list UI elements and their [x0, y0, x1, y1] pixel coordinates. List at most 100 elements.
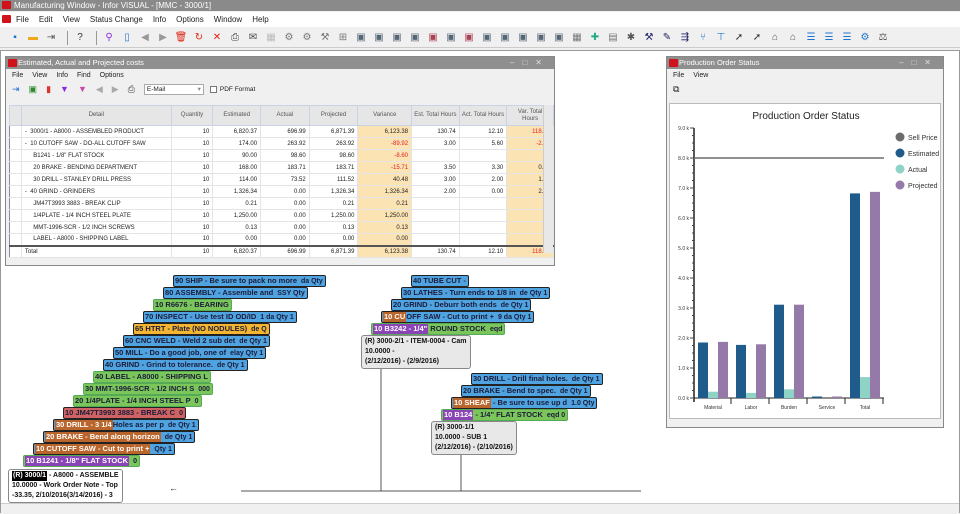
fork-icon[interactable]: ⑂: [700, 31, 706, 43]
view-clear-icon[interactable]: ▣: [464, 31, 474, 43]
operation-node[interactable]: 10 CUOFF SAW - Cut to print +9 da Qty 1: [381, 311, 535, 323]
row-header[interactable]: [9, 149, 22, 162]
grid-icon[interactable]: ▦: [572, 31, 582, 43]
row-header[interactable]: [9, 209, 22, 222]
operation-node[interactable]: 30 LATHES - Turn ends to 1/8 in de Qty 1: [401, 287, 551, 299]
status-menu-file[interactable]: File: [673, 71, 685, 79]
table-row[interactable]: 20 BRAKE - BENDING DEPARTMENT 10 168.00 183…: [9, 161, 554, 174]
row-header[interactable]: [9, 185, 22, 198]
column-header[interactable]: Quantity: [170, 105, 214, 126]
next-icon[interactable]: ▶: [111, 83, 119, 94]
window-controls[interactable]: –□✕: [510, 58, 550, 67]
view-ops-icon[interactable]: ▣: [410, 31, 420, 43]
operation-node[interactable]: 20 BRAKE - Bend along horizon de Qty 1: [43, 431, 196, 443]
list-icon[interactable]: ☰: [842, 31, 852, 43]
row-header[interactable]: [9, 137, 22, 150]
hammer-icon[interactable]: ⚒: [644, 31, 654, 43]
tag-icon[interactable]: ⌂: [771, 31, 779, 43]
table-row[interactable]: LABEL - A8000 - SHIPPING LABEL 10 0.00 0.00…: [9, 233, 554, 246]
view-find-icon[interactable]: ▣: [446, 31, 456, 43]
total-row[interactable]: Total 10 6,820.37 696.99 6,871.39 6,123.38 130…: [9, 244, 554, 258]
print-icon[interactable]: ⎙: [127, 83, 135, 94]
operation-node[interactable]: 40 LABEL - A8000 - SHIPPING L: [93, 371, 211, 383]
delete-icon[interactable]: 🗑: [174, 31, 188, 43]
prev-icon[interactable]: ◀: [141, 31, 149, 43]
column-header[interactable]: Projected: [308, 105, 359, 126]
table-row[interactable]: - 3000/1 - A8000 - ASSEMBLED PRODUCT 10 6,…: [9, 125, 554, 138]
clear-filter-icon[interactable]: ▼: [77, 84, 87, 94]
row-header[interactable]: [9, 197, 22, 210]
operation-node[interactable]: 30 DRILL - 3 1/4Holes as per p de Qty 1: [53, 419, 199, 431]
costs-menu-find[interactable]: Find: [77, 71, 91, 79]
costs-menu-file[interactable]: File: [12, 71, 24, 79]
operation-node[interactable]: 80 ASSEMBLY - Assemble and SSY Qty: [163, 287, 308, 299]
output-select[interactable]: E-Mail: [143, 83, 204, 95]
menu-edit[interactable]: Edit: [38, 15, 53, 24]
row-header[interactable]: [9, 233, 22, 246]
operation-node[interactable]: 40 TUBE CUT -: [411, 275, 469, 287]
work-order-node[interactable]: (R) 3000-2/1 - ITEM-0004 - Cam 10.0000 - (…: [361, 335, 471, 369]
add-routing-icon[interactable]: ⚙: [302, 31, 312, 43]
menu-file[interactable]: File: [16, 15, 29, 24]
view-material-icon[interactable]: ▣: [374, 31, 384, 43]
help-icon[interactable]: ?: [77, 31, 83, 43]
arrow-icon[interactable]: ➚: [752, 31, 762, 43]
operation-node[interactable]: 50 MILL - Do a good job, one of elay Qty …: [113, 347, 267, 359]
exit-icon[interactable]: ⇥: [46, 31, 56, 43]
filter-icon[interactable]: ▼: [60, 84, 69, 94]
table-icon[interactable]: ▤: [608, 31, 618, 43]
operation-node[interactable]: 10 CUTOFF SAW - Cut to print + Qty 1: [33, 443, 175, 455]
row-header[interactable]: [9, 173, 22, 186]
menu-help[interactable]: Help: [252, 15, 269, 24]
work-order-node[interactable]: (R) 3000/1 - A8000 - ASSEMBLE 10.0000 - W…: [8, 469, 123, 503]
tag2-icon[interactable]: ⌂: [789, 31, 797, 43]
wrench-icon[interactable]: ✎: [662, 31, 672, 43]
prev-icon[interactable]: ◀: [95, 83, 103, 94]
row-header[interactable]: [9, 244, 22, 258]
table-row[interactable]: MMT-1996-SCR - 1/2 INCH SCREWS 10 0.13 0.00…: [9, 221, 554, 234]
pdf-format-checkbox[interactable]: [209, 85, 217, 93]
operation-node[interactable]: 65 HTRT - Plate (NO NODULES) de Q: [133, 323, 270, 335]
view-x-icon[interactable]: ▣: [428, 31, 438, 43]
operation-node[interactable]: 40 GRIND - Grind to tolerance. de Qty 1: [103, 359, 248, 371]
operation-node[interactable]: 30 DRILL - Drill final holes. de Qty 1: [471, 373, 603, 385]
view-c-icon[interactable]: ▣: [518, 31, 528, 43]
view-tree-icon[interactable]: ▣: [392, 31, 402, 43]
list-check-icon[interactable]: ☰: [806, 31, 816, 43]
row-header[interactable]: [9, 161, 22, 174]
menu-info[interactable]: Info: [152, 15, 167, 24]
mail-icon[interactable]: ✉: [248, 31, 258, 43]
spreadsheet-icon[interactable]: ▦: [266, 31, 276, 43]
row-header[interactable]: [9, 125, 22, 138]
exit-icon[interactable]: ⇥: [12, 83, 20, 94]
document-icon[interactable]: ▯: [124, 31, 130, 43]
view-leg-icon[interactable]: ▣: [356, 31, 366, 43]
pin-icon[interactable]: ⊤: [716, 31, 726, 43]
view-a-icon[interactable]: ▣: [482, 31, 492, 43]
view-b-icon[interactable]: ▣: [500, 31, 510, 43]
column-header[interactable]: Detail: [20, 105, 172, 126]
costs-menu-info[interactable]: Info: [56, 71, 69, 79]
table-row[interactable]: 30 DRILL - STANLEY DRILL PRESS 10 114.00 73…: [9, 173, 554, 186]
column-header[interactable]: Actual: [260, 105, 310, 126]
table-row[interactable]: B1241 - 1/8" FLAT STOCK 10 90.00 98.60 98.60…: [9, 149, 554, 162]
menu-options[interactable]: Options: [176, 15, 204, 24]
copy-icon[interactable]: ⧉: [673, 83, 680, 94]
horizontal-scrollbar[interactable]: [1, 503, 959, 513]
operation-node[interactable]: 10 B1241 - 1/8" FLAT STOCK 0: [23, 455, 140, 467]
operation-node[interactable]: 10 R6676 - BEARING: [153, 299, 232, 311]
chart-add-icon[interactable]: ✚: [590, 31, 600, 43]
open-folder-icon[interactable]: ▬: [28, 31, 38, 43]
operation-node[interactable]: 20 GRIND - Deburr both ends de Qty 1: [391, 299, 532, 311]
window-controls[interactable]: –□✕: [899, 58, 939, 67]
next-icon[interactable]: ▶: [159, 31, 167, 43]
view-d-icon[interactable]: ▣: [536, 31, 546, 43]
vertical-scrollbar[interactable]: [543, 105, 553, 253]
row-header[interactable]: [9, 221, 22, 234]
table-row[interactable]: JM47T3993 3883 - BREAK CLIP 10 0.21 0.00 0.2…: [9, 197, 554, 210]
operation-node[interactable]: 10 SHEAF - Be sure to use up d 1.0 Qty: [451, 397, 598, 409]
column-header[interactable]: Variance: [357, 105, 413, 126]
operation-node[interactable]: 20 BRAKE - Bend to spec. de Qty 1: [461, 385, 591, 397]
